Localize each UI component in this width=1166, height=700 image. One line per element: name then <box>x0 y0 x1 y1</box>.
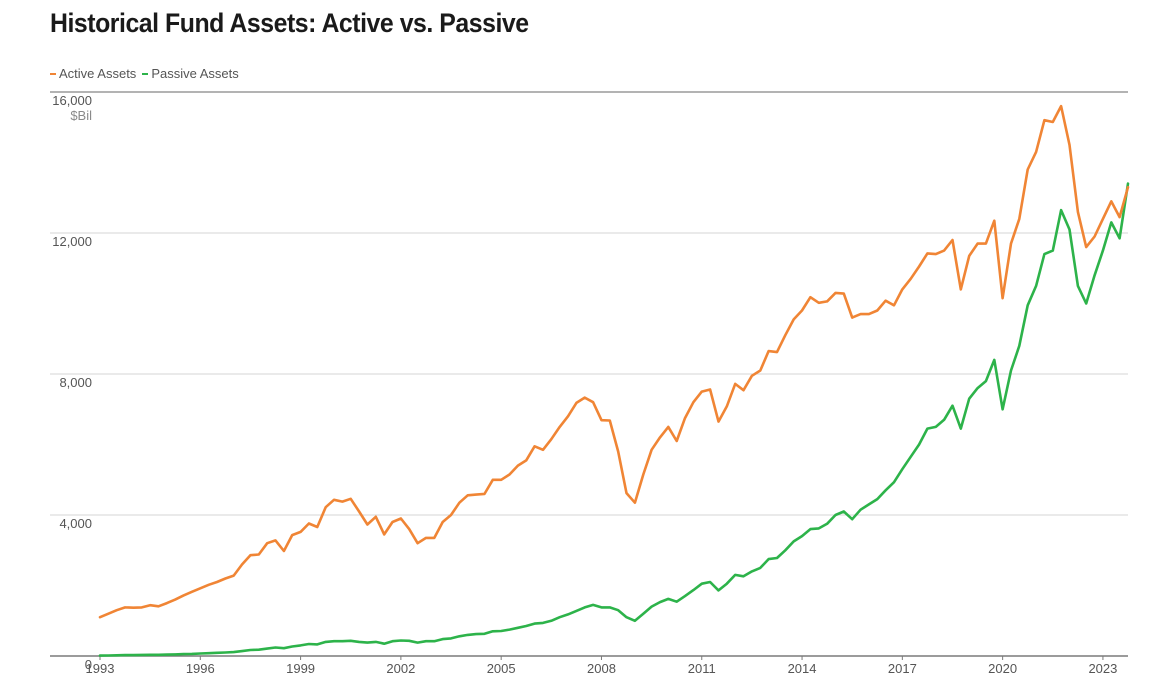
y-tick-label: 8,000 <box>59 375 92 390</box>
x-tick-label: 2023 <box>1088 661 1117 676</box>
series-line-passive <box>98 182 1130 657</box>
y-tick-label: 16,000 <box>52 93 92 108</box>
legend-item-passive: Passive Assets <box>142 66 239 81</box>
x-tick-label: 2002 <box>386 661 415 676</box>
chart-legend: Active Assets Passive Assets <box>50 66 239 81</box>
series-line-active <box>98 104 1130 619</box>
y-tick-label: 12,000 <box>52 234 92 249</box>
legend-label-passive: Passive Assets <box>151 66 239 81</box>
x-tick-label: 2011 <box>688 661 716 676</box>
x-tick-label: 1996 <box>186 661 215 676</box>
legend-item-active: Active Assets <box>50 66 136 81</box>
x-tick-label: 1999 <box>286 661 315 676</box>
x-tick-label: 2008 <box>587 661 616 676</box>
x-tick-label: 2020 <box>988 661 1017 676</box>
x-tick-label: 2014 <box>788 661 817 676</box>
y-unit-label: $Bil <box>70 108 92 123</box>
y-tick-label: 0 <box>85 657 92 672</box>
legend-swatch-active <box>50 72 56 75</box>
chart-title: Historical Fund Assets: Active vs. Passi… <box>50 8 529 38</box>
x-tick-label: 1993 <box>86 661 115 676</box>
legend-swatch-passive <box>142 72 149 75</box>
x-tick-label: 2017 <box>888 661 917 676</box>
y-tick-label: 4,000 <box>59 516 92 531</box>
legend-label-active: Active Assets <box>59 66 137 81</box>
x-tick-label: 2005 <box>487 661 516 676</box>
